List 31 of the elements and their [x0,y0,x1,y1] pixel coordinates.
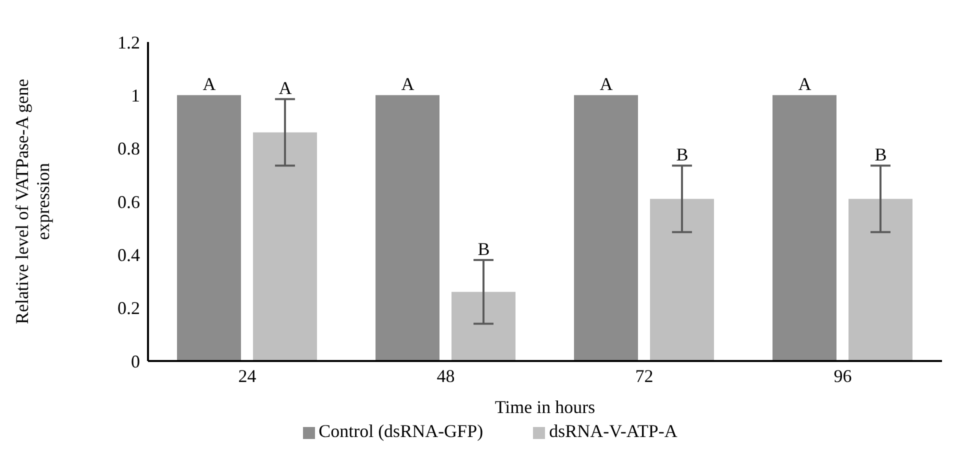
bar [177,95,241,361]
annotation: B [478,238,490,259]
bar [650,198,714,361]
x-tick-label: 72 [635,366,654,386]
y-tick-label: 0.4 [118,245,140,266]
bar [848,198,912,361]
x-tick-label: 96 [834,366,852,386]
y-tick-label: 1.2 [118,32,140,52]
annotation: A [202,74,216,94]
y-axis-title: Relative level of VATPase-A gene expression [12,78,53,324]
annotation: B [874,144,887,165]
x-tick-label: 48 [436,366,455,386]
annotation: B [676,144,688,165]
bar [376,95,440,361]
x-tick-label: 24 [238,366,256,386]
y-tick-label: 0.8 [118,138,140,159]
bar [253,132,317,361]
legend-label: Control (dsRNA-GFP) [318,421,484,441]
y-tick-label: 0.6 [118,192,140,212]
x-axis-title: Time in hours [494,397,596,417]
bar [772,95,836,361]
legend-label: dsRNA-V-ATP-A [549,421,678,441]
annotation: A [600,74,613,94]
annotation: A [278,78,292,98]
y-tick-label: 0.2 [118,298,140,318]
bar [452,292,516,361]
y-tick-label: 0 [131,351,140,372]
annotation: A [401,74,414,94]
bar [574,95,638,361]
annotation: A [798,74,812,94]
y-tick-label: 1 [131,86,140,106]
